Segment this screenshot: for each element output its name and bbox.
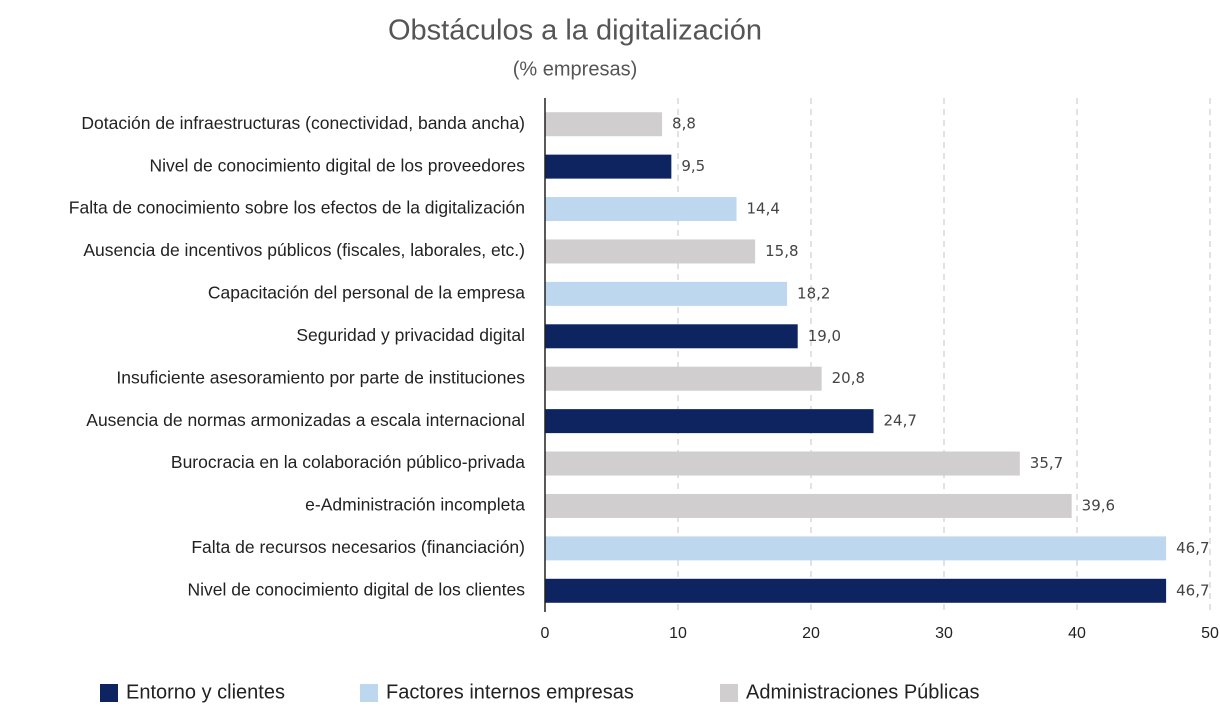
bar [545,281,788,306]
bar [545,578,1167,603]
y-tick-label: Nivel de conocimiento digital de los pro… [150,155,526,175]
x-tick-label: 40 [1068,625,1086,642]
bar [545,536,1167,561]
y-tick-label: Dotación de infraestructuras (conectivid… [81,113,525,133]
bar [545,451,1020,476]
data-label: 8,8 [672,115,696,133]
legend-swatch [720,684,738,702]
bar [545,239,756,264]
y-tick-label: Nivel de conocimiento digital de los cli… [187,579,525,599]
data-label: 9,5 [681,157,705,175]
data-label: 46,7 [1176,539,1209,557]
data-label: 20,8 [832,369,865,387]
y-tick-label: Seguridad y privacidad digital [296,325,525,345]
bar [545,112,663,137]
legend-label: Entorno y clientes [126,681,285,703]
y-tick-label: Ausencia de normas armonizadas a escala … [86,410,525,430]
data-label: 39,6 [1082,496,1115,514]
bar [545,409,874,434]
data-label: 14,4 [747,200,780,218]
x-tick-label: 10 [669,625,687,642]
legend-label: Administraciones Públicas [746,681,979,703]
data-label: 18,2 [797,284,830,302]
data-label: 35,7 [1030,454,1063,472]
bar [545,197,737,222]
y-tick-label: Burocracia en la colaboración público-pr… [171,452,525,472]
chart-subtitle: (% empresas) [513,58,637,80]
bar [545,324,798,349]
y-tick-label: Insuficiente asesoramiento por parte de … [116,367,525,387]
legend-swatch [360,684,378,702]
y-tick-label: Capacitación del personal de la empresa [208,283,525,303]
y-tick-label: e-Administración incompleta [305,495,525,515]
data-label: 15,8 [765,242,798,260]
legend-label: Factores internos empresas [386,681,634,703]
data-label: 46,7 [1176,581,1209,599]
bar [545,366,822,391]
data-label: 19,0 [808,327,841,345]
chart-title: Obstáculos a la digitalización [388,15,762,47]
y-tick-label: Ausencia de incentivos públicos (fiscale… [83,240,525,260]
x-tick-label: 30 [935,625,953,642]
y-tick-label: Falta de conocimiento sobre los efectos … [69,198,525,218]
legend-swatch [100,684,118,702]
y-tick-label: Falta de recursos necesarios (financiaci… [191,537,525,557]
x-tick-label: 0 [541,625,550,642]
bar [545,493,1072,518]
data-label: 24,7 [884,412,917,430]
x-tick-label: 50 [1201,625,1219,642]
bar [545,154,672,179]
x-tick-label: 20 [802,625,820,642]
